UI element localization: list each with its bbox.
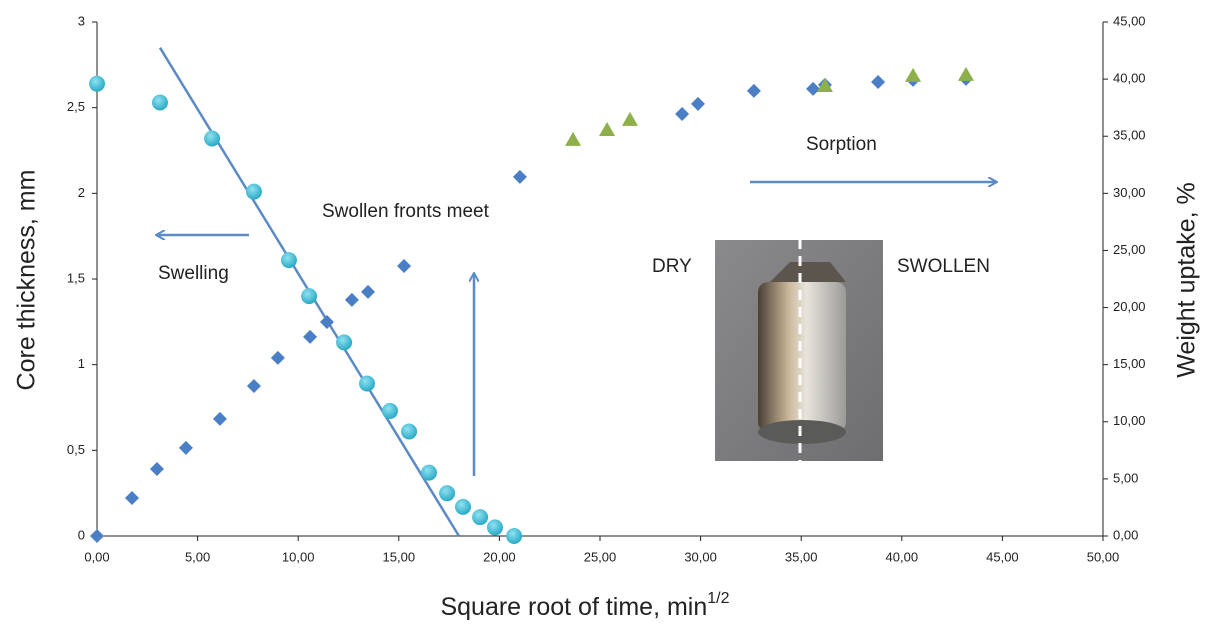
y2-tick-label: 10,00 <box>1113 413 1146 428</box>
point <box>89 75 105 92</box>
y-tick-label: 2 <box>78 185 85 200</box>
y-axis-title: Core thickness, mm <box>13 170 41 391</box>
point <box>204 130 221 147</box>
annotation: Sorption <box>806 134 877 155</box>
point <box>149 461 164 476</box>
point <box>359 375 376 392</box>
point <box>212 411 227 426</box>
point <box>90 529 104 543</box>
y2-tick-label: 40,00 <box>1113 71 1146 86</box>
point <box>303 329 318 344</box>
point <box>565 131 582 146</box>
point <box>506 528 523 544</box>
x-axis-title-sup: 1/2 <box>707 590 729 607</box>
point <box>319 314 334 329</box>
annotation: Swelling <box>158 263 229 284</box>
x-tick-label: 20,00 <box>483 549 516 564</box>
point <box>621 111 638 126</box>
point <box>420 464 437 481</box>
x-tick-label: 30,00 <box>684 549 717 564</box>
point <box>401 423 418 440</box>
point <box>905 67 922 82</box>
axes <box>96 22 1104 537</box>
point <box>816 77 833 92</box>
y-tick-label: 1,5 <box>67 270 85 285</box>
y-tick-label: 2,5 <box>67 99 85 114</box>
point <box>599 121 616 136</box>
point <box>472 509 489 526</box>
point <box>486 519 503 536</box>
point <box>675 106 690 121</box>
point <box>270 350 285 365</box>
x-tick-label: 40,00 <box>886 549 919 564</box>
point <box>512 169 527 184</box>
x-tick-label: 15,00 <box>383 549 416 564</box>
x-axis-title-main: Square root of time, min <box>440 593 707 621</box>
x-tick-label: 0,00 <box>84 549 109 564</box>
point <box>336 334 353 351</box>
point <box>178 440 193 455</box>
point <box>397 258 412 273</box>
y2-tick-label: 5,00 <box>1113 470 1138 485</box>
y2-tick-label: 15,00 <box>1113 356 1146 371</box>
x-tick-label: 45,00 <box>986 549 1019 564</box>
y2-tick-label: 0,00 <box>1113 527 1138 542</box>
point <box>344 292 359 307</box>
y-tick-label: 3 <box>78 13 85 28</box>
y2-axis-title: Weight uptake, % <box>1173 182 1201 377</box>
y2-tick-label: 30,00 <box>1113 185 1146 200</box>
point <box>381 402 398 419</box>
y-tick-label: 0 <box>78 527 85 542</box>
point <box>361 284 376 299</box>
point <box>151 94 168 111</box>
y2-tick-label: 45,00 <box>1113 13 1146 28</box>
point <box>280 252 297 269</box>
point <box>125 490 140 505</box>
y-tick-label: 0,5 <box>67 442 85 457</box>
point <box>871 74 886 89</box>
point <box>439 485 456 502</box>
point <box>690 96 705 111</box>
point <box>246 379 261 394</box>
y-tick-label: 1 <box>78 356 85 371</box>
y2-tick-label: 25,00 <box>1113 242 1146 257</box>
annotation: SWOLLEN <box>897 256 990 277</box>
point <box>245 183 262 200</box>
y2-tick-label: 20,00 <box>1113 299 1146 314</box>
annotation: Swollen fronts meet <box>322 201 490 222</box>
x-axis-title: Square root of time, min1/2 <box>440 590 729 620</box>
x-tick-label: 25,00 <box>584 549 617 564</box>
point <box>746 83 761 98</box>
x-tick-label: 50,00 <box>1087 549 1120 564</box>
x-tick-label: 35,00 <box>785 549 818 564</box>
x-tick-label: 5,00 <box>185 549 210 564</box>
annotation: DRY <box>652 256 692 277</box>
point <box>301 288 318 305</box>
y2-tick-label: 35,00 <box>1113 128 1146 143</box>
x-tick-label: 10,00 <box>282 549 315 564</box>
point <box>454 498 471 515</box>
point <box>957 66 974 81</box>
point <box>806 81 821 96</box>
